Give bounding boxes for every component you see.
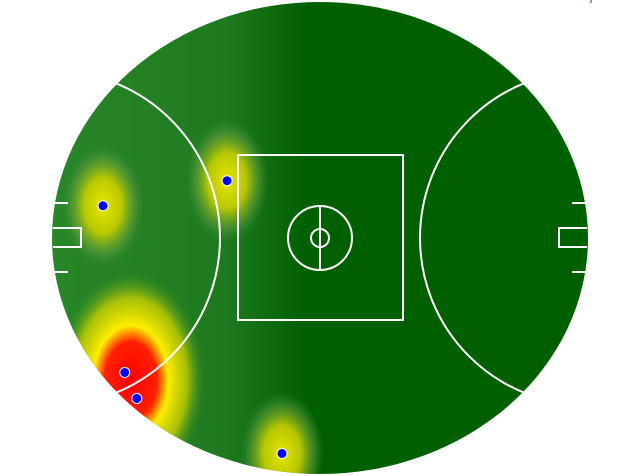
right-goal-square <box>558 227 587 248</box>
heat-blob-hot <box>55 270 206 474</box>
left-goal-posts <box>53 202 68 273</box>
heat-blob <box>239 391 324 474</box>
event-marker <box>221 175 233 187</box>
left-goal-square <box>53 227 82 248</box>
centre-square <box>237 154 404 321</box>
right-goal-posts <box>572 202 587 273</box>
event-marker <box>97 200 109 212</box>
event-marker <box>119 366 131 378</box>
event-marker <box>131 392 143 404</box>
event-marker <box>276 447 288 459</box>
